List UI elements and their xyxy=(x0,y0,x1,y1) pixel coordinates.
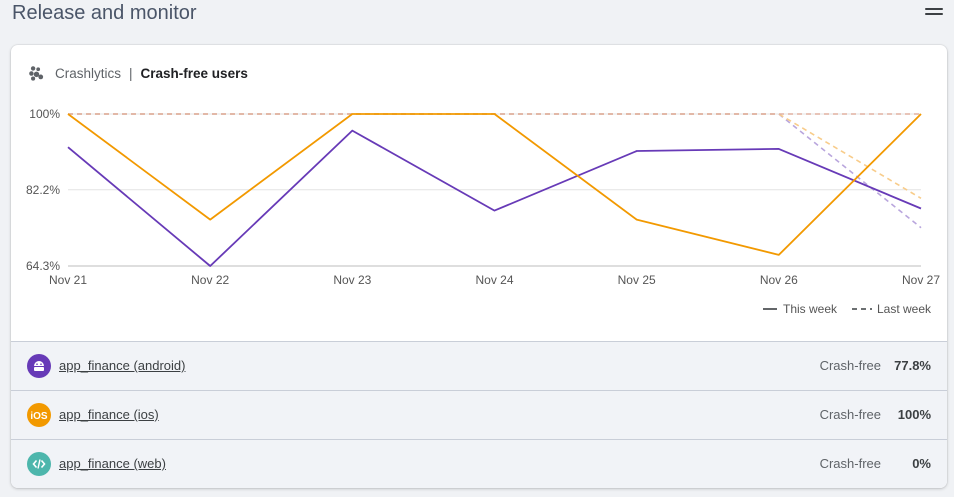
x-tick-label: Nov 26 xyxy=(760,273,798,287)
series-line xyxy=(68,113,922,199)
menu-icon[interactable] xyxy=(925,8,943,20)
crash-free-value: 100% xyxy=(897,407,931,422)
crash-free-value: 0% xyxy=(912,456,931,471)
app-name-link[interactable]: app_finance (ios) xyxy=(59,407,159,422)
crash-free-label: Crash-free xyxy=(819,456,881,471)
app-row-ios[interactable]: iOS app_finance (ios) Crash-free 100% xyxy=(11,391,947,440)
crash-free-users-card: Crashlytics | Crash-free users 100% 82.2%… xyxy=(11,45,947,488)
breadcrumb-separator: | xyxy=(129,65,133,81)
series-line xyxy=(67,129,922,267)
legend-label: Last week xyxy=(877,302,932,316)
crash-free-users-chart: 100% 82.2% 64.3%Nov 21 Nov 22 Nov 23 Nov 24 No… xyxy=(26,107,940,316)
card-breadcrumb: Crashlytics | Crash-free users xyxy=(28,64,248,82)
app-list: app_finance (android) Crash-free 77.8% i… xyxy=(11,341,947,488)
crash-free-label: Crash-free xyxy=(819,358,881,373)
x-tick-label: Nov 25 xyxy=(618,273,656,287)
y-tick-label: 82.2% xyxy=(26,183,60,197)
crash-free-label: Crash-free xyxy=(819,407,881,422)
app-row-web[interactable]: app_finance (web) Crash-free 0% xyxy=(11,440,947,488)
page-title: Release and monitor xyxy=(12,2,197,24)
web-code-icon xyxy=(27,452,51,476)
y-tick-label: 100% xyxy=(29,107,60,121)
breadcrumb-product[interactable]: Crashlytics xyxy=(55,65,122,81)
app-name-link[interactable]: app_finance (android) xyxy=(59,358,186,373)
series-line xyxy=(67,113,922,256)
svg-text:iOS: iOS xyxy=(30,411,48,421)
x-tick-label: Nov 27 xyxy=(902,273,940,287)
app-name-link[interactable]: app_finance (web) xyxy=(59,456,166,471)
x-tick-label: Nov 22 xyxy=(191,273,229,287)
android-icon xyxy=(27,354,51,378)
crash-free-value: 77.8% xyxy=(894,358,931,373)
legend-label: This week xyxy=(783,302,838,316)
x-tick-label: Nov 23 xyxy=(333,273,371,287)
crashlytics-logo-icon xyxy=(29,65,44,81)
x-tick-label: Nov 21 xyxy=(49,273,87,287)
breadcrumb-metric: Crash-free users xyxy=(140,65,248,81)
app-row-android[interactable]: app_finance (android) Crash-free 77.8% xyxy=(11,342,947,391)
ios-icon: iOS xyxy=(27,403,51,427)
y-tick-label: 64.3% xyxy=(26,259,60,273)
x-tick-label: Nov 24 xyxy=(475,273,513,287)
